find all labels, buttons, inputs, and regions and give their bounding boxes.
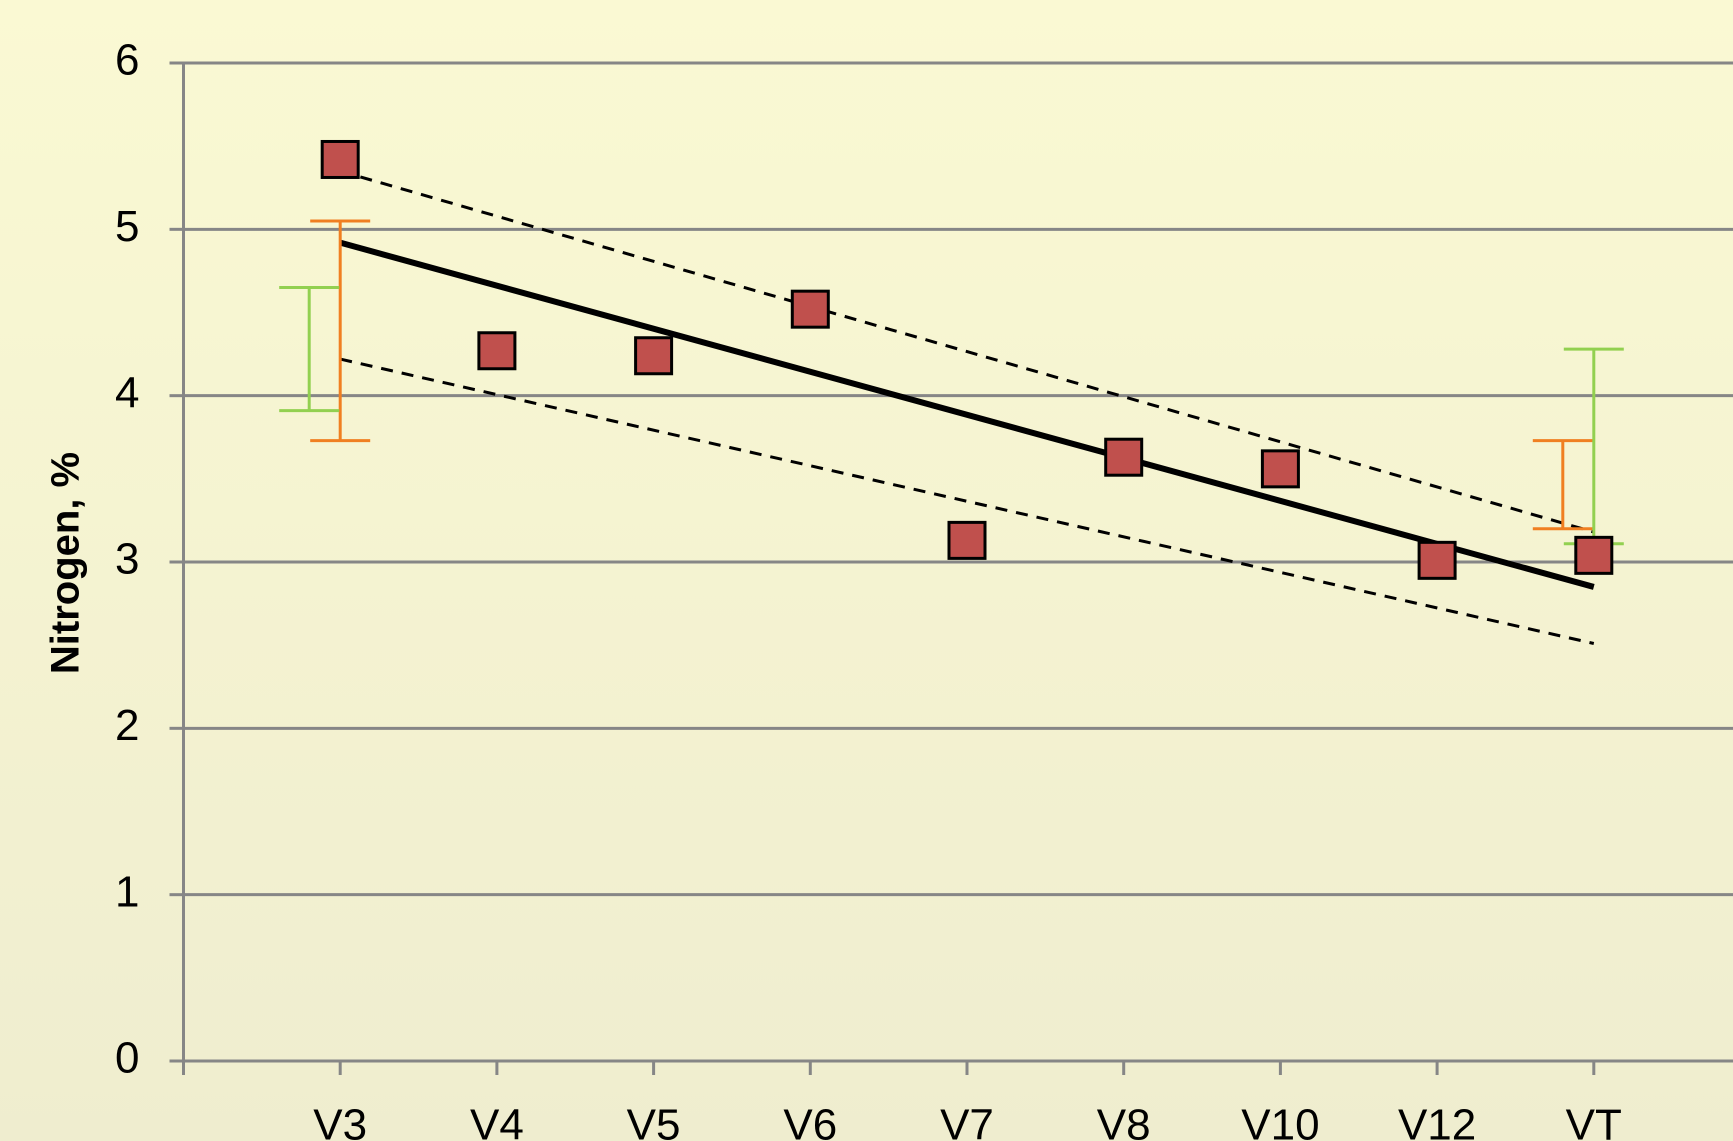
marker	[790, 289, 830, 329]
x-tick-label: V5	[627, 1101, 681, 1141]
marker	[477, 331, 517, 371]
trend-line	[339, 169, 1595, 534]
marker	[1574, 535, 1614, 575]
marker	[1260, 449, 1300, 489]
marker	[634, 336, 674, 376]
x-tick-label: V3	[313, 1101, 367, 1141]
marker	[1104, 437, 1144, 477]
error-bar	[279, 286, 340, 413]
x-tick-label: VT	[1566, 1101, 1622, 1141]
error-bar	[1563, 347, 1624, 546]
x-tick-label: V7	[940, 1101, 994, 1141]
y-tick-label: 5	[115, 202, 139, 251]
x-tick-label: V4	[470, 1101, 524, 1141]
marker	[320, 139, 360, 179]
marker	[947, 520, 987, 560]
error-bar	[1532, 439, 1593, 531]
y-tick-label: 4	[115, 368, 139, 417]
y-tick-label: 6	[115, 36, 139, 85]
x-tick-label: V6	[783, 1101, 837, 1141]
y-tick-label: 3	[115, 535, 139, 584]
marker	[1417, 540, 1457, 580]
x-tick-label: V10	[1241, 1101, 1319, 1141]
x-tick-label: V8	[1097, 1101, 1151, 1141]
y-axis-label: Nitrogen, %	[44, 452, 88, 674]
y-tick-label: 0	[115, 1034, 139, 1083]
y-tick-label: 1	[115, 867, 139, 916]
y-tick-label: 2	[115, 701, 139, 750]
trend-line	[339, 357, 1595, 645]
trend-line	[339, 239, 1595, 590]
x-tick-label: V12	[1398, 1101, 1476, 1141]
error-bar	[310, 219, 371, 443]
